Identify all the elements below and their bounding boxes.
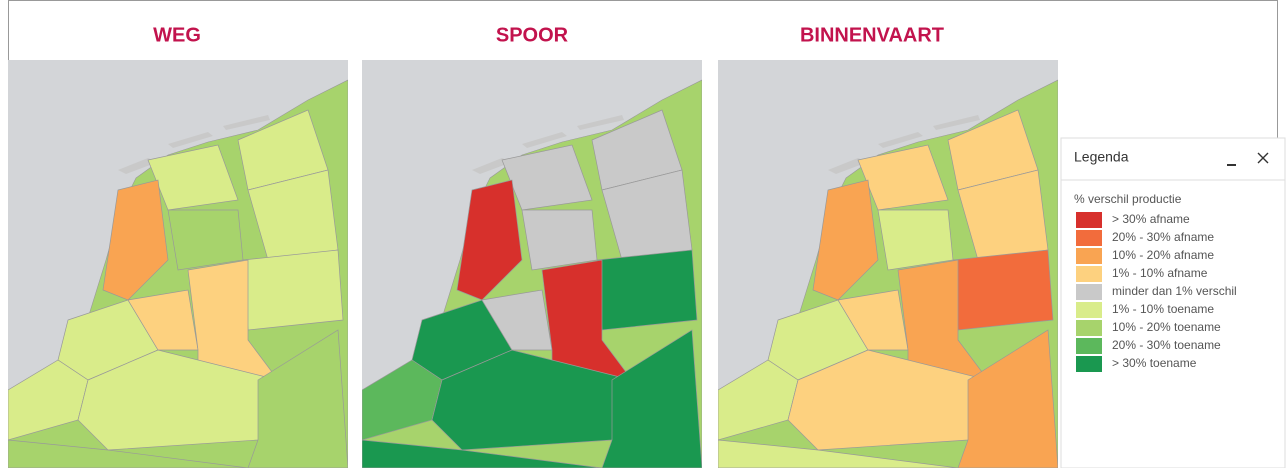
legend-label: 10% - 20% toename: [1112, 320, 1221, 334]
legend-swatch: [1076, 266, 1102, 282]
region: [718, 439, 959, 468]
region: [596, 249, 698, 331]
legend-swatch: [1076, 212, 1102, 228]
region: [501, 144, 593, 211]
legend-swatch: [1076, 338, 1102, 354]
legend-label: 20% - 30% afname: [1112, 230, 1214, 244]
legend-swatch: [1076, 320, 1102, 336]
region: [456, 179, 523, 301]
region: [957, 329, 1058, 468]
legend: Legenda % verschil productie > 30% afnam…: [1060, 137, 1286, 468]
legend-label: 10% - 20% afname: [1112, 248, 1214, 262]
region: [952, 249, 1054, 331]
legend-title: Legenda: [1074, 149, 1129, 165]
islands: [472, 115, 624, 174]
region: [362, 439, 603, 468]
region: [8, 439, 249, 468]
maps: [8, 60, 1058, 468]
region: [147, 144, 239, 211]
region: [877, 209, 954, 271]
region: [102, 179, 169, 301]
map-panel: [8, 60, 348, 468]
panel-title: BINNENVAART: [800, 24, 944, 46]
region: [247, 329, 348, 468]
islands: [828, 115, 980, 174]
legend-items: > 30% afname 20% - 30% afname 10% - 20% af…: [1076, 212, 1237, 372]
region: [242, 249, 344, 331]
legend-label: 20% - 30% toename: [1112, 338, 1221, 352]
region: [167, 209, 244, 271]
region: [521, 209, 598, 271]
legend-label: > 30% afname: [1112, 212, 1190, 226]
islands: [118, 115, 270, 174]
legend-swatch: [1076, 356, 1102, 372]
legend-label: > 30% toename: [1112, 356, 1197, 370]
map-panel: [718, 60, 1058, 468]
panel-title: SPOOR: [496, 24, 569, 46]
legend-label: 1% - 10% afname: [1112, 266, 1208, 280]
region: [812, 179, 879, 301]
panel-title: WEG: [153, 24, 201, 46]
map-panel: [362, 60, 702, 468]
legend-label: minder dan 1% verschil: [1112, 284, 1237, 298]
legend-label: 1% - 10% toename: [1112, 302, 1214, 316]
legend-swatch: [1076, 248, 1102, 264]
legend-swatch: [1076, 230, 1102, 246]
region: [857, 144, 949, 211]
legend-swatch: [1076, 284, 1102, 300]
region: [601, 329, 702, 468]
legend-subtitle: % verschil productie: [1074, 192, 1182, 206]
close-button[interactable]: [1257, 152, 1269, 164]
legend-swatch: [1076, 302, 1102, 318]
